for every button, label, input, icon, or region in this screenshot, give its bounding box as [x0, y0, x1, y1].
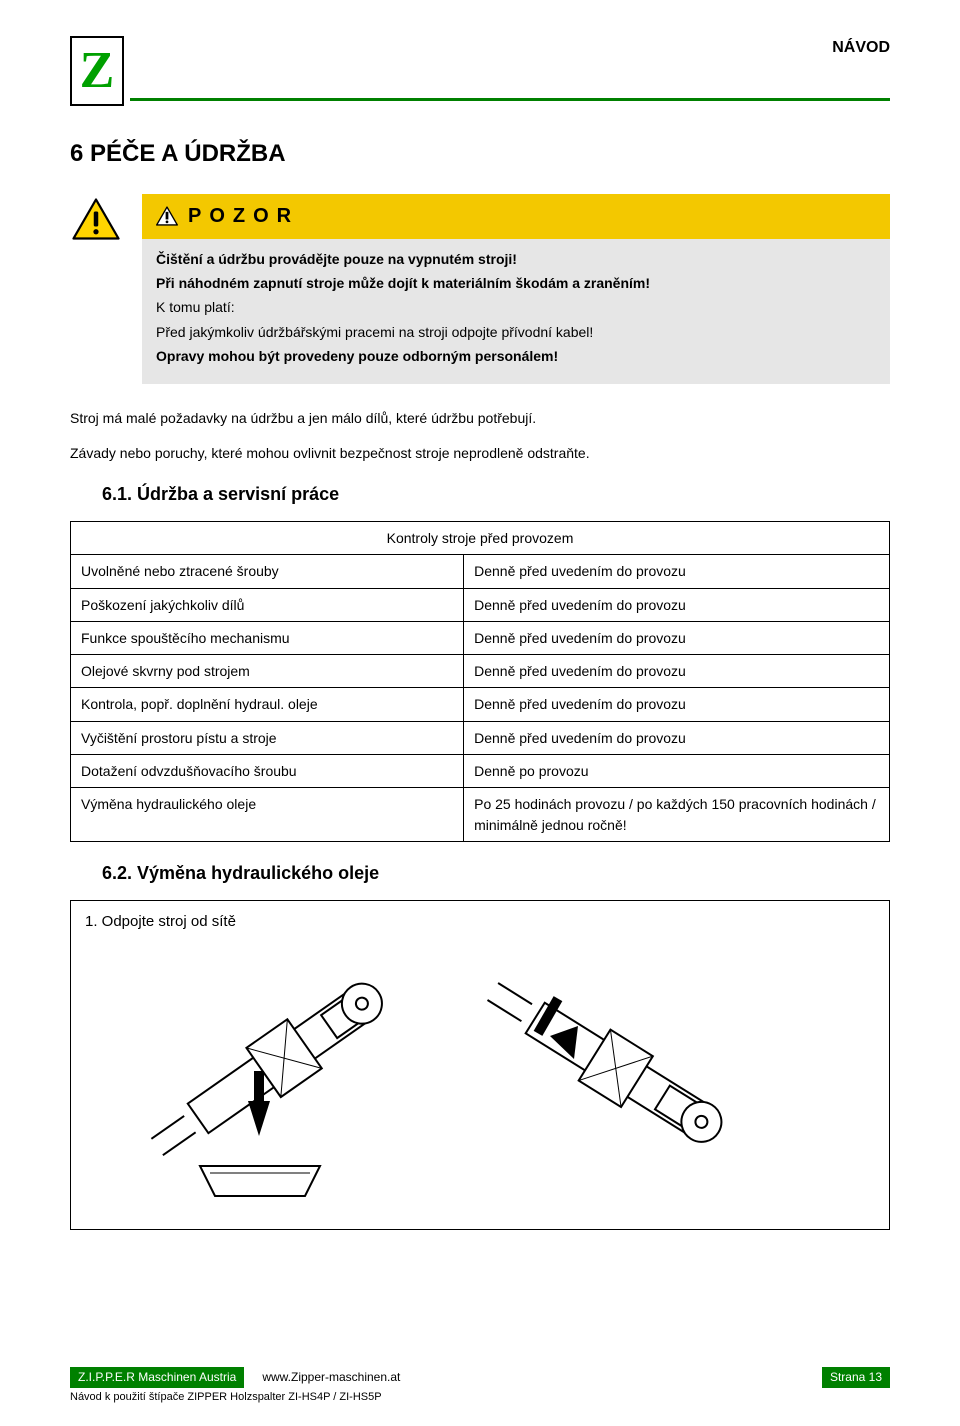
- maint-when: Po 25 hodinách provozu / po každých 150 …: [464, 788, 890, 842]
- warning-body: Čištění a údržbu provádějte pouze na vyp…: [142, 239, 890, 384]
- warning-line2: Při náhodném zapnutí stroje může dojít k…: [156, 273, 876, 293]
- table-row: Výměna hydraulického olejePo 25 hodinách…: [71, 788, 890, 842]
- step-text: 1. Odpojte stroj od sítě: [85, 911, 875, 933]
- page-header: Z NÁVOD: [70, 36, 890, 106]
- maint-when: Denně před uvedením do provozu: [464, 555, 890, 588]
- footer-url: www.Zipper-maschinen.at: [262, 1369, 822, 1386]
- warning-triangle-small-icon: [156, 206, 178, 226]
- maint-when: Denně před uvedením do provozu: [464, 655, 890, 688]
- table-row: Vyčištění prostoru pístu a strojeDenně p…: [71, 721, 890, 754]
- table-row: Uvolněné nebo ztracené šroubyDenně před …: [71, 555, 890, 588]
- maint-item: Olejové skvrny pod strojem: [71, 655, 464, 688]
- arrow-down-icon: [248, 1101, 270, 1136]
- maint-when: Denně před uvedením do provozu: [464, 688, 890, 721]
- maint-item: Funkce spouštěcího mechanismu: [71, 621, 464, 654]
- warning-line3-label: K tomu platí:: [156, 297, 876, 317]
- maint-when: Denně před uvedením do provozu: [464, 621, 890, 654]
- maint-item: Dotažení odvzdušňovacího šroubu: [71, 755, 464, 788]
- illustration-area: [85, 941, 875, 1211]
- section-heading: 6 PÉČE A ÚDRŽBA: [70, 137, 890, 172]
- warning-triangle-icon: [72, 198, 120, 240]
- machine-illustration-icon: [130, 941, 830, 1211]
- warning-title: POZOR: [188, 202, 299, 231]
- warning-line3: Před jakýmkoliv údržbářskými pracemi na …: [156, 322, 876, 342]
- table-row: Olejové skvrny pod strojemDenně před uve…: [71, 655, 890, 688]
- maint-item: Uvolněné nebo ztracené šrouby: [71, 555, 464, 588]
- subheading-62: 6.2. Výměna hydraulického oleje: [102, 860, 890, 886]
- table-row: Funkce spouštěcího mechanismuDenně před …: [71, 621, 890, 654]
- logo-letter: Z: [80, 45, 115, 97]
- table-row: Kontrola, popř. doplnění hydraul. olejeD…: [71, 688, 890, 721]
- warning-line4: Opravy mohou být provedeny pouze odborný…: [156, 346, 876, 366]
- maint-item: Vyčištění prostoru pístu a stroje: [71, 721, 464, 754]
- header-rule: [130, 98, 890, 101]
- table-row: Poškození jakýchkoliv dílůDenně před uve…: [71, 588, 890, 621]
- warning-header: POZOR: [142, 194, 890, 239]
- maint-item: Výměna hydraulického oleje: [71, 788, 464, 842]
- footer-page: Strana 13: [822, 1367, 890, 1388]
- para-1: Stroj má malé požadavky na údržbu a jen …: [70, 408, 890, 428]
- maint-when: Denně před uvedením do provozu: [464, 721, 890, 754]
- table-caption: Kontroly stroje před provozem: [71, 521, 890, 554]
- page-footer: Z.I.P.P.E.R Maschinen Austria www.Zipper…: [70, 1367, 890, 1406]
- maint-when: Denně před uvedením do provozu: [464, 588, 890, 621]
- maint-item: Poškození jakýchkoliv dílů: [71, 588, 464, 621]
- subheading-61: 6.1. Údržba a servisní práce: [102, 481, 890, 507]
- footer-line2: Návod k použití štípače ZIPPER Holzspalt…: [70, 1390, 890, 1406]
- maint-item: Kontrola, popř. doplnění hydraul. oleje: [71, 688, 464, 721]
- step-box: 1. Odpojte stroj od sítě: [70, 900, 890, 1230]
- table-row: Dotažení odvzdušňovacího šroubuDenně po …: [71, 755, 890, 788]
- maint-when: Denně po provozu: [464, 755, 890, 788]
- brand-logo: Z: [70, 36, 124, 106]
- doc-label: NÁVOD: [832, 36, 890, 59]
- footer-company: Z.I.P.P.E.R Maschinen Austria: [70, 1367, 244, 1388]
- maintenance-table: Kontroly stroje před provozem Uvolněné n…: [70, 521, 890, 842]
- para-2: Závady nebo poruchy, které mohou ovlivni…: [70, 443, 890, 463]
- warning-box: POZOR Čištění a údržbu provádějte pouze …: [142, 194, 890, 384]
- warning-line1: Čištění a údržbu provádějte pouze na vyp…: [156, 249, 876, 269]
